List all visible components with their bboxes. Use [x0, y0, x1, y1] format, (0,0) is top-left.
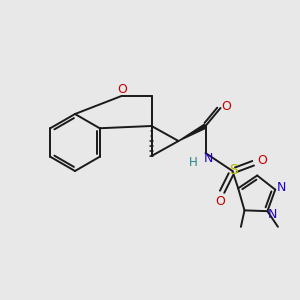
- Text: O: O: [221, 100, 231, 113]
- Text: N: N: [268, 208, 278, 221]
- Text: O: O: [215, 195, 225, 208]
- Text: O: O: [258, 154, 267, 167]
- Text: O: O: [117, 83, 127, 96]
- Text: S: S: [229, 164, 238, 177]
- Text: N: N: [277, 181, 286, 194]
- Polygon shape: [178, 124, 206, 141]
- Text: N: N: [204, 152, 213, 166]
- Text: H: H: [189, 155, 198, 169]
